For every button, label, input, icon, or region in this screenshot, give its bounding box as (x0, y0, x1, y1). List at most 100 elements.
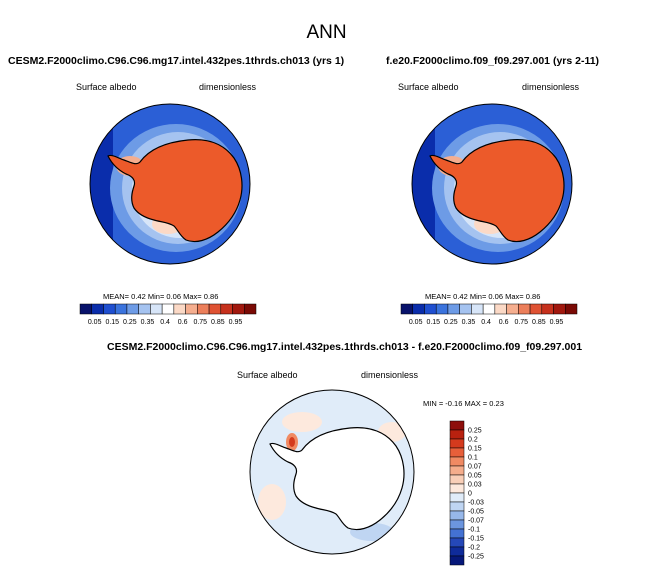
colorbar-swatch (400, 303, 413, 315)
colorbar-swatch (449, 447, 465, 458)
colorbar-swatch (449, 429, 465, 440)
colorbar-swatch (138, 303, 151, 315)
colorbar-swatch (565, 303, 578, 315)
max-label: Max= (183, 292, 202, 301)
colorbar-tick-label: 0.1 (468, 455, 478, 462)
colorbar-swatch (449, 537, 465, 548)
map-boundary (89, 103, 251, 265)
colorbar-swatch (208, 303, 222, 315)
colorbar-swatch (447, 303, 460, 315)
colorbar-tick-label: 0.6 (499, 319, 509, 326)
colorbar-swatch (244, 303, 257, 315)
colorbar-swatch (482, 303, 496, 315)
ocean-dark-band (90, 104, 113, 264)
colorbar-tick-label: 0.85 (211, 319, 225, 326)
colorbar-swatch (232, 303, 245, 315)
colorbar-swatch (449, 555, 465, 566)
panel3-stats: MIN = -0.16 MAX = 0.23 (423, 399, 504, 408)
ocean-dark-band (412, 104, 435, 264)
mean-value: 0.42 (453, 292, 468, 301)
colorbar-swatch (424, 303, 437, 315)
colorbar-tick-label: 0.05 (88, 319, 102, 326)
colorbar-swatch (185, 303, 198, 315)
colorbar-swatch (449, 420, 465, 431)
colorbar-tick-label: 0.4 (160, 319, 170, 326)
colorbar-tick-label: -0.2 (468, 545, 480, 552)
panel1-case-title: CESM2.F2000climo.C96.C96.mg17.intel.432p… (8, 55, 345, 67)
colorbar-tick-label: 0.2 (468, 437, 478, 444)
colorbar-tick-label: 0.75 (193, 319, 207, 326)
colorbar-swatch (449, 510, 465, 521)
colorbar-swatch (449, 483, 465, 494)
colorbar-swatch (449, 528, 465, 539)
panel2-case-title: f.e20.F2000climo.f09_f09.297.001 (yrs 2-… (386, 55, 600, 67)
panel1-variable-label: Surface albedo (76, 82, 137, 92)
colorbar-tick-label: 0.25 (444, 319, 458, 326)
colorbar-swatch (103, 303, 116, 315)
colorbar-swatch (91, 303, 104, 315)
colorbar-tick-label: 0.95 (229, 319, 243, 326)
mean-label: MEAN= (103, 292, 130, 301)
max-value: 0.86 (525, 292, 541, 301)
colorbar-swatch (553, 303, 566, 315)
panel3-colorbar: 0.25 0.2 0.15 0.1 0.07 0.05 0.03 0 -0.03 -0.05 -0.… (449, 420, 484, 566)
max-value: 0.86 (203, 292, 219, 301)
colorbar-swatch (79, 303, 92, 315)
min-value: 0.06 (166, 292, 182, 301)
max-label: Max= (505, 292, 524, 301)
colorbar-swatch (197, 303, 210, 315)
colorbar-tick-label: 0.25 (123, 319, 137, 326)
colorbar-tick-label: 0.07 (468, 464, 482, 471)
colorbar-swatch (459, 303, 472, 315)
panel2-stats: MEAN= 0.42 Min= 0.06 Max= 0.86 (425, 292, 540, 301)
min-label: Min= (469, 292, 487, 301)
colorbar-tick-label: 0.4 (481, 319, 491, 326)
panel1-colorbar: 0.05 0.15 0.25 0.35 0.4 0.6 0.75 0.85 0.95 (79, 303, 257, 326)
mean-label: MEAN= (425, 292, 452, 301)
colorbar-swatch (449, 456, 465, 467)
colorbar-swatch (541, 303, 554, 315)
colorbar-swatch (220, 303, 233, 315)
colorbar-swatch (150, 303, 163, 315)
colorbar-tick-label: 0.15 (468, 446, 482, 453)
colorbar-swatch (449, 465, 465, 476)
colorbar-tick-label: -0.05 (468, 509, 484, 516)
colorbar-swatch (412, 303, 425, 315)
colorbar-tick-label: 0.05 (409, 319, 423, 326)
colorbar-swatch (449, 519, 465, 530)
colorbar-tick-label: 0.75 (514, 319, 528, 326)
colorbar-swatch (126, 303, 139, 315)
colorbar-swatch (471, 303, 484, 315)
colorbar-tick-label: 0.85 (532, 319, 546, 326)
diff-patch (258, 484, 286, 520)
colorbar-swatch (435, 303, 449, 315)
diff-positive-core (289, 437, 295, 447)
colorbar-swatch (449, 438, 465, 449)
colorbar-tick-label: -0.1 (468, 527, 480, 534)
panel3-polar-map (249, 389, 415, 555)
colorbar-tick-label: 0 (468, 491, 472, 498)
colorbar-swatch (449, 492, 465, 503)
panel2-variable-label: Surface albedo (398, 82, 459, 92)
colorbar-swatch (518, 303, 531, 315)
panel2-colorbar: 0.05 0.15 0.25 0.35 0.4 0.6 0.75 0.85 0.95 (400, 303, 578, 326)
colorbar-tick-label: -0.07 (468, 518, 484, 525)
colorbar-swatch (449, 546, 465, 557)
colorbar-tick-label: -0.15 (468, 536, 484, 543)
colorbar-swatch (449, 474, 465, 485)
colorbar-tick-label: 0.03 (468, 482, 482, 489)
colorbar-tick-label: 0.15 (105, 319, 119, 326)
colorbar-swatch (114, 303, 128, 315)
colorbar-tick-label: 0.35 (141, 319, 155, 326)
colorbar-swatch (161, 303, 175, 315)
colorbar-swatch (529, 303, 543, 315)
panel1-polar-map (89, 103, 251, 265)
colorbar-tick-label: 0.6 (178, 319, 188, 326)
colorbar-tick-label: 0.15 (426, 319, 440, 326)
min-label: Min= (147, 292, 165, 301)
panel3-units-label: dimensionless (361, 370, 419, 380)
panel2-polar-map (411, 103, 573, 265)
colorbar-swatch (494, 303, 507, 315)
min-value: 0.06 (488, 292, 504, 301)
colorbar-swatch (506, 303, 519, 315)
